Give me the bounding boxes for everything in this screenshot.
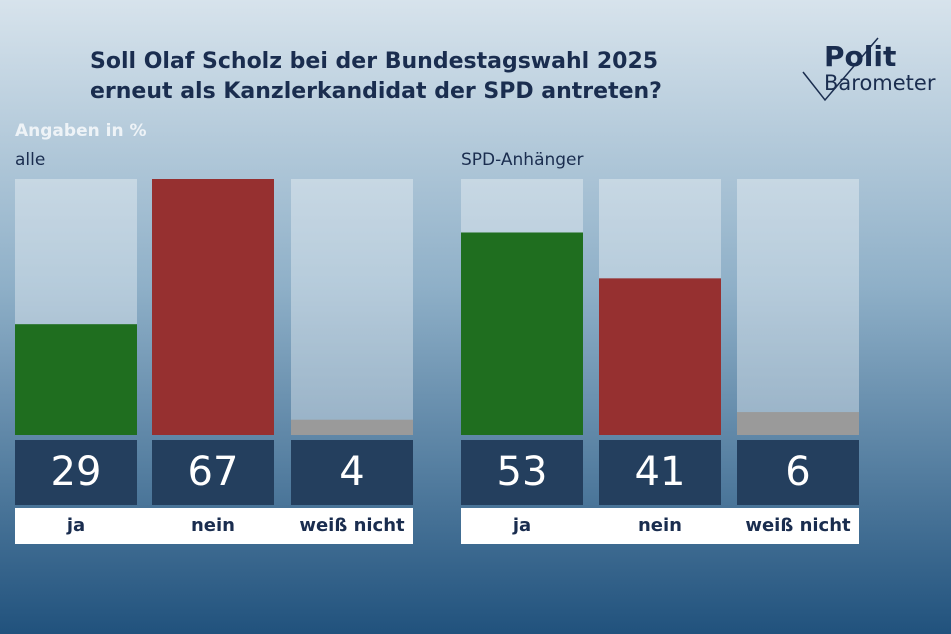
- title: erneut als Kanzlerkandidat der SPD antre…: [90, 79, 662, 104]
- value-label: 67: [188, 449, 239, 495]
- bar: [737, 412, 859, 435]
- value-label: 41: [635, 449, 686, 495]
- bar-background: [737, 179, 859, 435]
- category-label: ja: [66, 515, 85, 536]
- logo: Polit: [824, 40, 896, 73]
- category-label: nein: [191, 515, 235, 536]
- bar: [15, 324, 137, 435]
- value-box: [461, 440, 583, 505]
- label-strip: [15, 508, 413, 544]
- bar: [599, 278, 721, 435]
- value-label: 53: [497, 449, 548, 495]
- category-label: weiß nicht: [299, 515, 405, 536]
- value-box: [291, 440, 413, 505]
- value-box: [152, 440, 274, 505]
- category-label: weiß nicht: [745, 515, 851, 536]
- bar: [461, 232, 583, 435]
- logo-mark: [802, 37, 879, 102]
- bar: [152, 179, 274, 435]
- value-label: 6: [785, 449, 810, 495]
- label-strip: [461, 508, 859, 544]
- bar: [291, 419, 413, 435]
- category-label: nein: [638, 515, 682, 536]
- logo: Barometer: [824, 71, 936, 95]
- subtitle: alle: [15, 150, 45, 170]
- value-box: [599, 440, 721, 505]
- value-box: [15, 440, 137, 505]
- title: Soll Olaf Scholz bei der Bundestagswahl …: [90, 49, 658, 74]
- bar-background: [291, 179, 413, 435]
- value-box: [737, 440, 859, 505]
- note: Angaben in %: [15, 121, 147, 141]
- category-label: ja: [512, 515, 531, 536]
- subtitle: SPD-Anhänger: [461, 150, 584, 170]
- value-label: 29: [51, 449, 102, 495]
- value-label: 4: [339, 449, 364, 495]
